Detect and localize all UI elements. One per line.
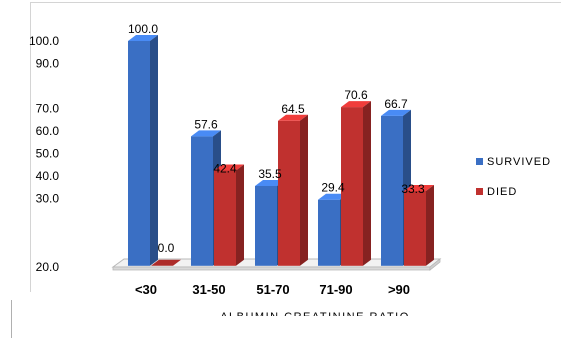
bar-front (381, 115, 403, 266)
x-tick-label: 51-70 (256, 282, 289, 297)
data-label: 0.0 (158, 241, 175, 255)
data-label: 29.4 (321, 181, 345, 195)
floor-side (429, 258, 441, 271)
bar-side (236, 164, 244, 266)
bar-top (128, 35, 158, 41)
x-tick-label: <30 (135, 282, 157, 297)
y-tick-label: 70.0 (36, 101, 60, 115)
bar-survived-0 (128, 35, 158, 266)
data-label: 100.0 (128, 22, 158, 36)
y-tick-label: 20.0 (36, 260, 60, 274)
data-label: 35.5 (258, 167, 282, 181)
bar-top (381, 109, 411, 116)
bar-front (341, 107, 363, 266)
legend-swatch-died (476, 188, 483, 195)
x-tick-label: 31-50 (192, 282, 225, 297)
x-axis: <30 31-50 51-70 71-90 >90 (135, 282, 410, 297)
floor-front (112, 266, 431, 271)
x-tick-label: >90 (388, 282, 410, 297)
bar-front (318, 199, 340, 266)
bar-top (278, 114, 308, 121)
legend: SURVIVED DIED (476, 156, 551, 198)
bar-top (151, 259, 181, 266)
legend-label-survived: SURVIVED (487, 156, 551, 168)
bar-side (150, 35, 158, 266)
data-label: 33.3 (401, 182, 425, 196)
y-tick-label: 90.0 (36, 56, 60, 70)
bar-died-0 (151, 259, 181, 266)
bar-died-2 (278, 114, 308, 266)
data-labels-group: 100.0 0.0 57.6 42.4 35.5 64.5 29.4 70.6 66.7 33.3 (128, 22, 425, 255)
bar-top (318, 193, 348, 200)
bar-front (255, 185, 277, 266)
y-tick-label: 50.0 (36, 146, 60, 160)
y-tick-label: 40.0 (36, 169, 60, 183)
bar-side (300, 114, 308, 266)
x-axis-title: ALBUMIN CREATININE RATIO (220, 311, 410, 323)
y-axis: 100.0 90.0 70.0 60.0 50.0 40.0 30.0 20.0 (29, 34, 59, 274)
bar-top (404, 184, 434, 191)
bar-died-4 (404, 184, 434, 266)
data-label: 57.6 (194, 117, 218, 131)
data-label: 64.5 (281, 102, 305, 116)
legend-label-died: DIED (487, 186, 517, 198)
bar-side (426, 184, 434, 266)
x-tick-label: 71-90 (319, 282, 352, 297)
data-label: 42.4 (213, 161, 237, 175)
bars-group (128, 35, 434, 266)
y-tick-label: 100.0 (29, 34, 59, 48)
bar-side (363, 101, 371, 266)
data-label: 70.6 (344, 88, 368, 102)
legend-swatch-survived (476, 158, 483, 165)
bar-died-1 (214, 164, 244, 266)
bar-front (278, 120, 300, 266)
bar-died-3 (341, 101, 371, 266)
bar-front (404, 190, 426, 266)
bar-front (191, 136, 213, 266)
y-tick-label: 60.0 (36, 124, 60, 138)
data-label: 66.7 (384, 97, 408, 111)
bar-top (341, 101, 371, 108)
bar-top (191, 130, 221, 137)
bar-front (128, 41, 150, 266)
bar-top (255, 179, 285, 186)
bar-top (214, 164, 244, 171)
bar-front (214, 170, 236, 266)
y-tick-label: 30.0 (36, 191, 60, 205)
